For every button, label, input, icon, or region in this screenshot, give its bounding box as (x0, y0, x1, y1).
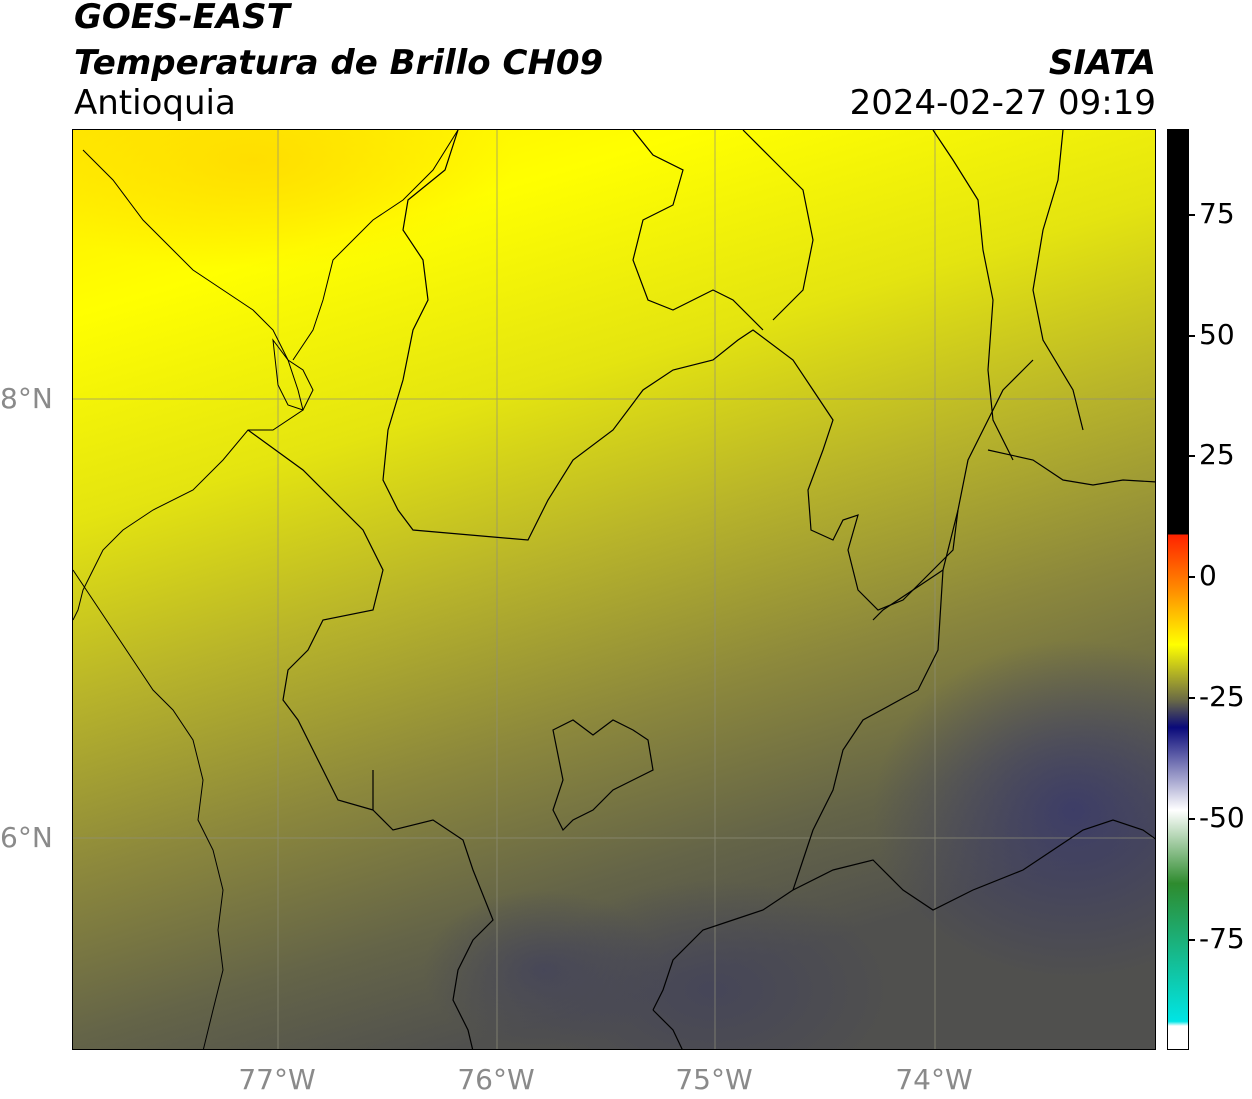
colorbar-tick (1189, 697, 1195, 699)
colorbar-label-minus25: -25 (1199, 680, 1245, 713)
product-title: Temperatura de Brillo CH09 (74, 43, 604, 83)
colorbar-tick (1189, 576, 1195, 578)
map-panel[interactable] (72, 129, 1156, 1050)
colorbar-label-75: 75 (1199, 197, 1235, 230)
lon-label-75w: 75°W (675, 1063, 753, 1096)
antioquia-north-border (382, 130, 1034, 611)
colorbar-label-minus50: -50 (1199, 801, 1245, 834)
satellite-title: GOES-EAST (74, 0, 290, 37)
colorbar-tick (1189, 939, 1195, 941)
cordoba-border (632, 130, 764, 331)
pacific-coast (73, 569, 224, 1049)
agency-label: SIATA (1048, 43, 1156, 83)
temperature-map (73, 130, 1155, 1049)
lon-label-74w: 74°W (895, 1063, 973, 1096)
lon-label-77w: 77°W (238, 1063, 316, 1096)
timestamp-label: 2024-02-27 09:19 (849, 83, 1156, 123)
cold-region-southwest (423, 890, 663, 1049)
cesar-border (1032, 130, 1084, 431)
colorbar-label-50: 50 (1199, 318, 1235, 351)
colorbar-label-0: 0 (1199, 559, 1217, 592)
uraba-gulf-coast (292, 130, 459, 361)
lat-label-8n: 8°N (0, 382, 53, 415)
antioquia-east-border (652, 509, 959, 1011)
department-borders (247, 130, 1155, 1049)
colorbar (1167, 129, 1189, 1050)
colorbar-tick (1189, 818, 1195, 820)
colorbar-tick (1189, 455, 1195, 457)
bolivar-border (932, 130, 1014, 461)
gridlines (73, 130, 1155, 1049)
gulf-inlet (272, 338, 314, 411)
antioquia-south-border (372, 770, 494, 1049)
atlantic-coast (73, 149, 304, 621)
lon-label-76w: 76°W (457, 1063, 535, 1096)
enclave-border (552, 719, 654, 832)
colorbar-label-25: 25 (1199, 438, 1235, 471)
colorbar-tick (1189, 335, 1195, 337)
sucre-border (742, 130, 814, 321)
colorbar-label-minus75: -75 (1199, 922, 1245, 955)
lat-label-6n: 6°N (0, 821, 53, 854)
region-label: Antioquia (74, 83, 236, 123)
warm-region (73, 130, 513, 270)
cold-region-east (873, 640, 1155, 980)
choco-border (247, 429, 384, 811)
coastline (73, 130, 459, 1049)
santander-border (987, 449, 1155, 486)
boyaca-north-border (792, 819, 1155, 911)
boyaca-border (652, 1009, 683, 1049)
colorbar-tick (1189, 214, 1195, 216)
santander-inner-border (872, 569, 944, 621)
